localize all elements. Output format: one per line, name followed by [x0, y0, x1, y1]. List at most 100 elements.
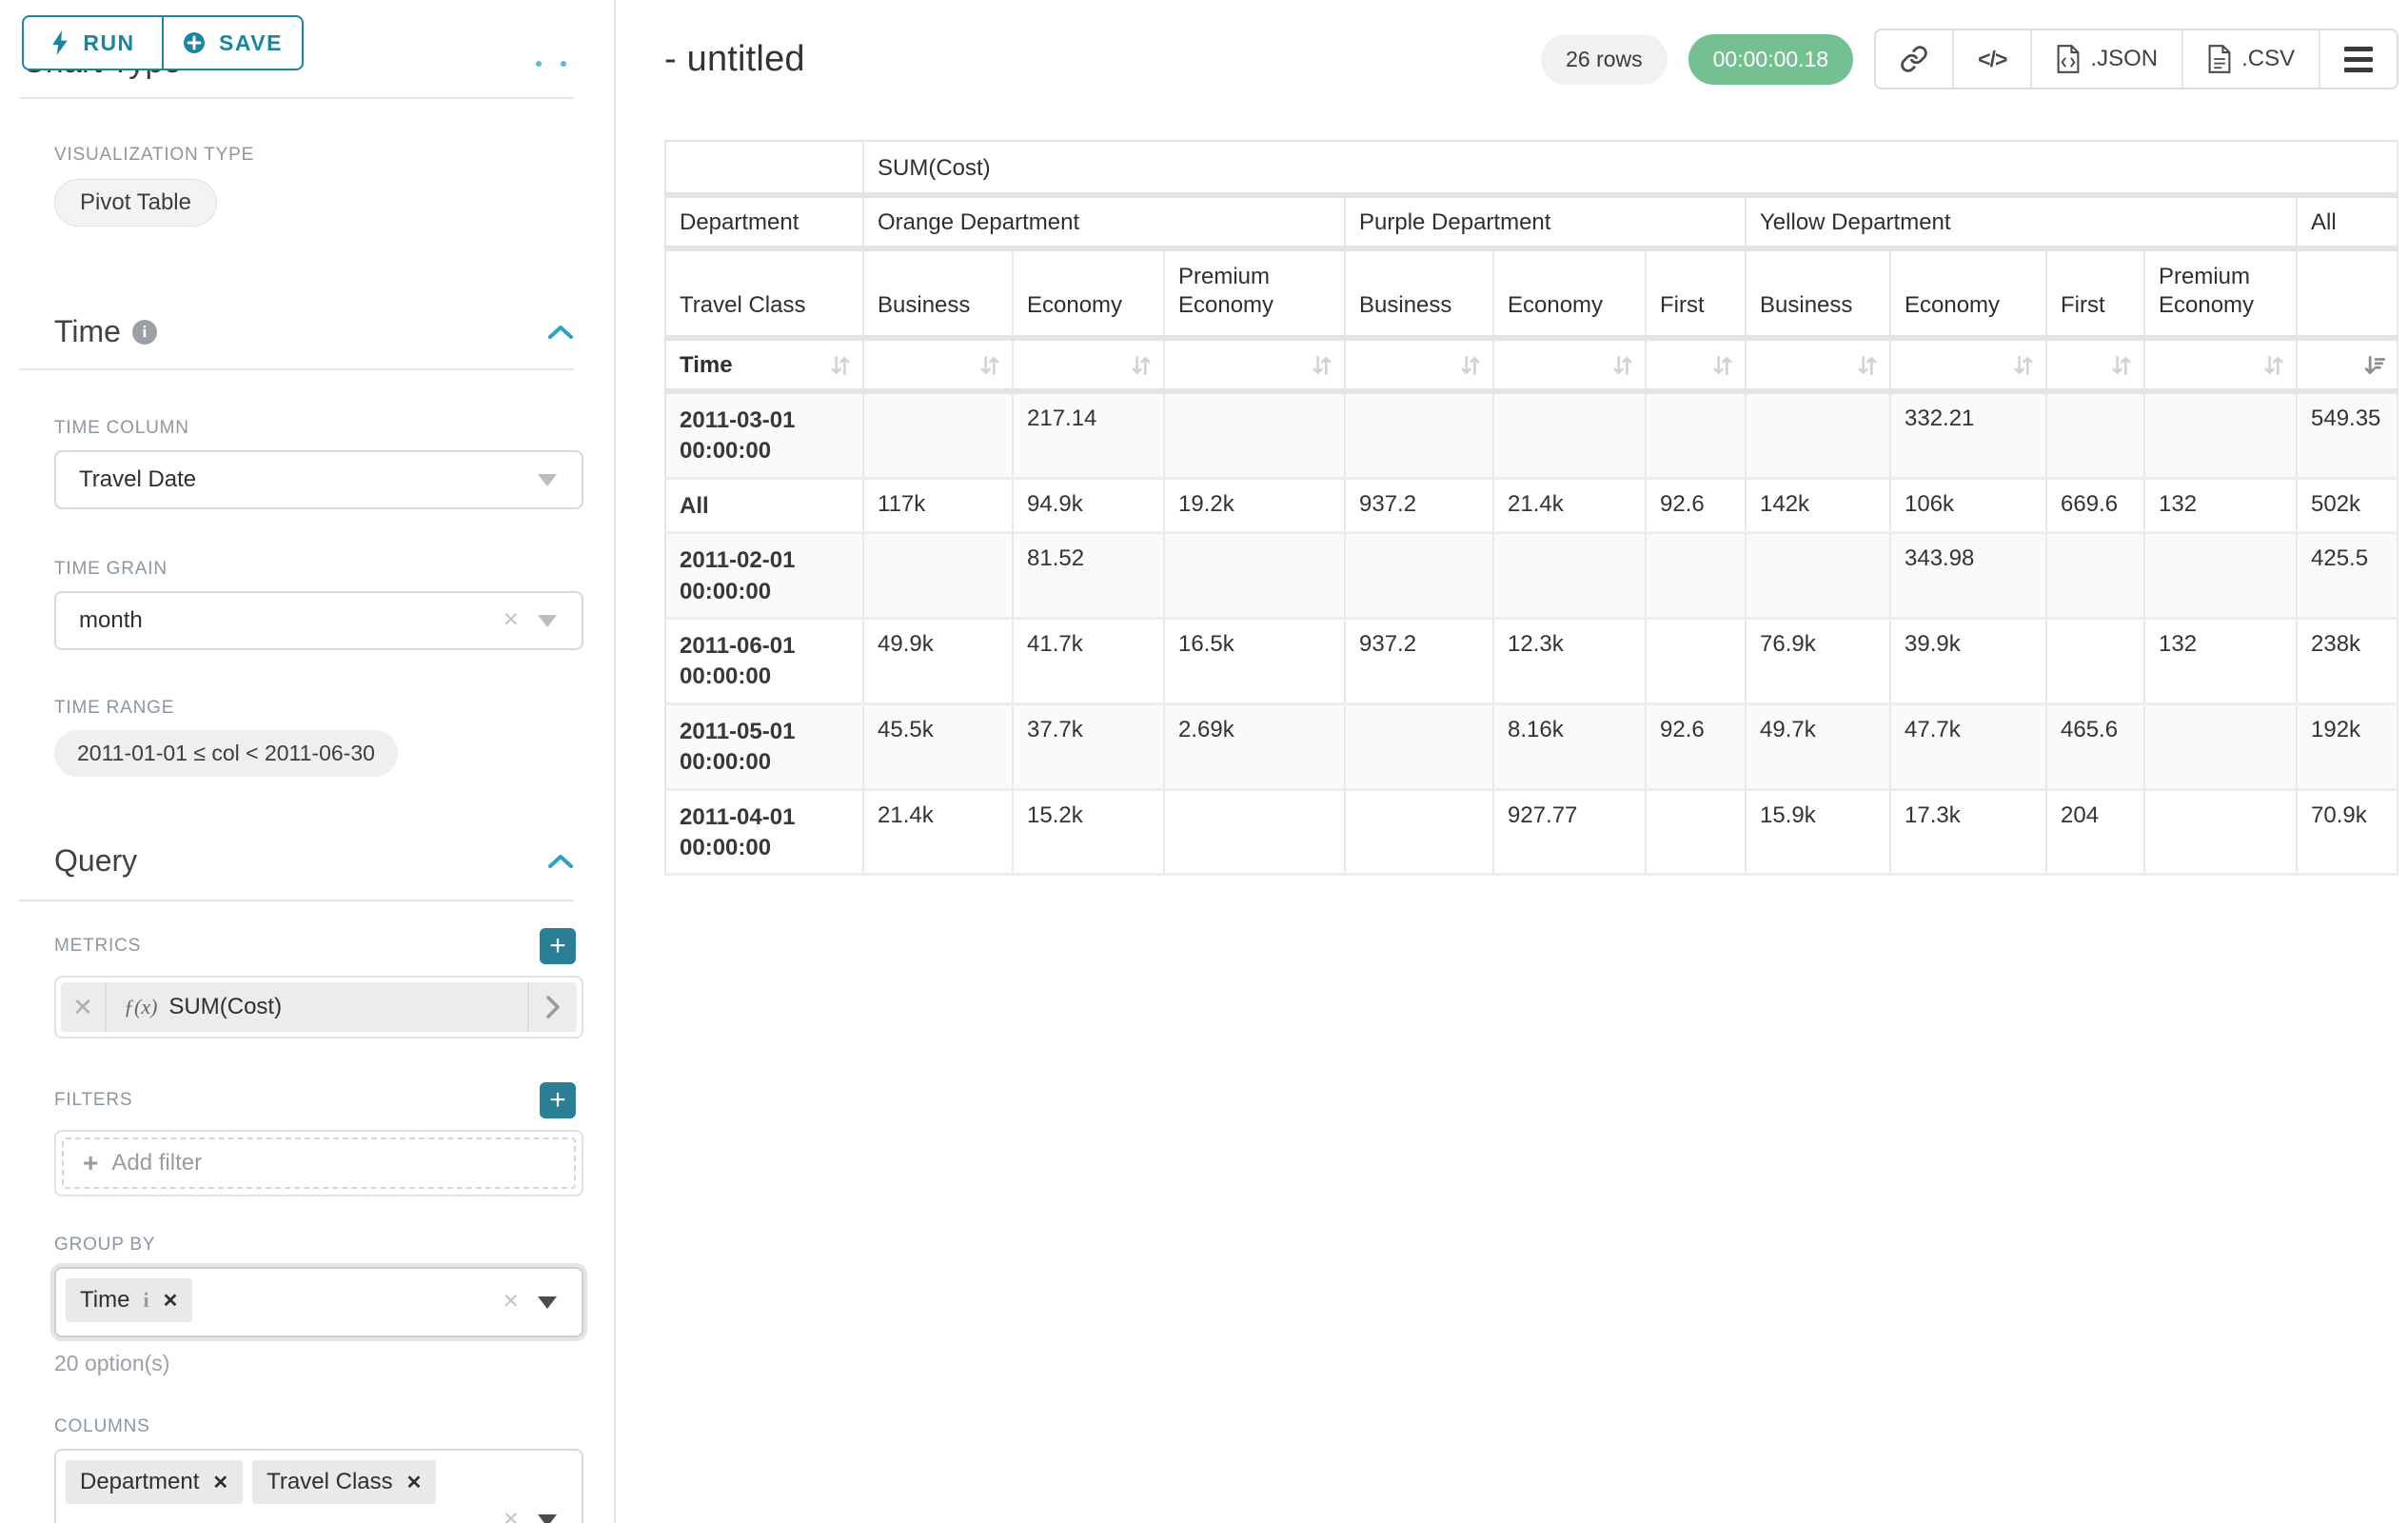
pivot-value-cell: 92.6: [1646, 703, 1747, 791]
sort-toggle[interactable]: [2046, 338, 2145, 394]
pivot-data-row: 2011-06-01 00:00:00 49.9k 41.7k 16.5k 937.2 1…: [665, 618, 2399, 705]
export-json-button[interactable]: .JSON: [2030, 30, 2182, 88]
pivot-subcol-dimension-label: Travel Class: [665, 248, 864, 341]
sort-toggle[interactable]: [1890, 338, 2047, 394]
sort-icon: [1461, 356, 1480, 375]
add-metric-button[interactable]: +: [540, 928, 576, 964]
pivot-value-cell: 37.7k: [1013, 703, 1165, 791]
plus-icon: +: [83, 1148, 99, 1177]
pivot-value-cell: [1345, 532, 1494, 620]
pivot-value-cell: 132: [2144, 618, 2298, 705]
control-panel: Chart Type RUN SAVE VISUALIZATION TYPE P…: [0, 0, 616, 1523]
time-grain-select[interactable]: month ×: [54, 591, 583, 650]
remove-tag-icon[interactable]: ✕: [212, 1472, 229, 1493]
time-grain-value: month: [79, 607, 143, 633]
menu-button[interactable]: [2319, 30, 2398, 88]
sort-toggle[interactable]: [1493, 338, 1647, 394]
sort-toggle[interactable]: [1746, 338, 1891, 394]
code-icon: </>: [1978, 46, 2007, 71]
pivot-value-cell: [1746, 391, 1891, 480]
column-info-icon: i: [143, 1288, 149, 1312]
sort-icon: [1858, 356, 1877, 375]
clear-icon[interactable]: ×: [503, 1285, 519, 1315]
remove-metric-icon[interactable]: ✕: [61, 982, 107, 1032]
remove-tag-icon[interactable]: ✕: [162, 1290, 179, 1312]
sort-toggle[interactable]: [863, 338, 1014, 394]
pivot-value-cell: 937.2: [1345, 478, 1494, 535]
metric-name: SUM(Cost): [168, 994, 283, 1019]
chevron-down-icon: [538, 1296, 557, 1309]
pivot-value-cell: [2144, 532, 2298, 620]
visualization-type-pill[interactable]: Pivot Table: [54, 179, 217, 227]
time-range-label: TIME RANGE: [54, 698, 175, 718]
run-button[interactable]: RUN: [22, 15, 163, 70]
remove-tag-icon[interactable]: ✕: [405, 1472, 423, 1493]
pivot-group-header: Yellow Department: [1746, 195, 2298, 251]
columns-label: COLUMNS: [54, 1416, 150, 1436]
save-button[interactable]: SAVE: [163, 15, 304, 70]
group-by-tag-time[interactable]: Time i ✕: [66, 1278, 193, 1322]
pivot-value-cell: 549.35: [2297, 391, 2399, 480]
clear-icon[interactable]: ×: [503, 603, 519, 634]
visualization-type-label: VISUALIZATION TYPE: [54, 145, 255, 165]
link-icon: [1901, 46, 1927, 72]
chevron-up-icon[interactable]: [547, 853, 574, 870]
info-icon: i: [131, 319, 157, 345]
pivot-value-cell: 81.52: [1013, 532, 1165, 620]
embed-code-button[interactable]: </>: [1952, 30, 2031, 88]
sort-toggle-active[interactable]: [2297, 338, 2399, 394]
columns-tag-travel-class[interactable]: Travel Class ✕: [252, 1460, 437, 1504]
sort-toggle[interactable]: [2144, 338, 2298, 394]
clear-icon[interactable]: ×: [503, 1503, 519, 1523]
group-by-select[interactable]: Time i ✕ ×: [54, 1267, 583, 1337]
sort-toggle[interactable]: [1013, 338, 1165, 394]
time-range-pill[interactable]: 2011-01-01 ≤ col < 2011-06-30: [54, 730, 398, 777]
pivot-value-cell: 217.14: [1013, 391, 1165, 480]
sort-toggle[interactable]: [1164, 338, 1346, 394]
metric-pill[interactable]: ✕ ƒ(x) SUM(Cost): [61, 982, 577, 1032]
pivot-value-cell: 47.7k: [1890, 703, 2047, 791]
hamburger-icon: [2344, 46, 2374, 72]
pivot-value-cell: 70.9k: [2297, 789, 2399, 877]
pivot-value-cell: 465.6: [2046, 703, 2145, 791]
pivot-value-cell: 106k: [1890, 478, 2047, 535]
export-csv-button[interactable]: .CSV: [2181, 30, 2319, 88]
pivot-corner-cell: [665, 141, 864, 198]
columns-tag-department[interactable]: Department ✕: [66, 1460, 244, 1504]
pivot-value-cell: 41.7k: [1013, 618, 1165, 705]
pivot-value-cell: 204: [2046, 789, 2145, 877]
copy-link-button[interactable]: [1876, 30, 1953, 88]
chart-title[interactable]: - untitled: [664, 38, 805, 79]
pivot-value-cell: [2046, 618, 2145, 705]
chevron-down-icon: [538, 615, 557, 627]
chart-panel: - untitled 26 rows 00:00:00.18 </>: [616, 0, 2408, 1523]
metric-expand-button[interactable]: [527, 982, 577, 1032]
pivot-subcol-header: [2297, 248, 2399, 341]
pivot-value-cell: 927.77: [1493, 789, 1647, 877]
chevron-up-icon[interactable]: [547, 324, 574, 341]
pivot-value-cell: [1164, 532, 1346, 620]
pivot-value-cell: [1746, 532, 1891, 620]
pivot-value-cell: 343.98: [1890, 532, 2047, 620]
pivot-value-cell: [1164, 789, 1346, 877]
pivot-subcol-header: Business: [1345, 248, 1494, 341]
sort-toggle[interactable]: [1345, 338, 1494, 394]
pivot-value-cell: 502k: [2297, 478, 2399, 535]
sort-icon: [1313, 356, 1332, 375]
fx-icon: ƒ(x): [124, 995, 158, 1019]
query-section-header[interactable]: Query: [54, 843, 582, 879]
json-file-icon: [2057, 45, 2080, 73]
time-section-header[interactable]: Time i: [54, 314, 582, 349]
sort-toggle[interactable]: [1646, 338, 1747, 394]
sort-icon: [831, 356, 850, 375]
time-column-select[interactable]: Travel Date: [54, 450, 583, 509]
columns-select[interactable]: Department ✕ Travel Class ✕ ×: [54, 1449, 583, 1523]
metric-container: ✕ ƒ(x) SUM(Cost): [54, 976, 583, 1038]
sort-icon: [2112, 356, 2131, 375]
add-filter-plus-button[interactable]: +: [540, 1082, 576, 1118]
pivot-row-label: 2011-06-01 00:00:00: [665, 618, 864, 705]
add-filter-button[interactable]: + Add filter: [62, 1137, 576, 1189]
pivot-value-cell: [1646, 532, 1747, 620]
pivot-row-dimension-label[interactable]: Time: [665, 338, 864, 394]
pivot-value-cell: [2046, 532, 2145, 620]
